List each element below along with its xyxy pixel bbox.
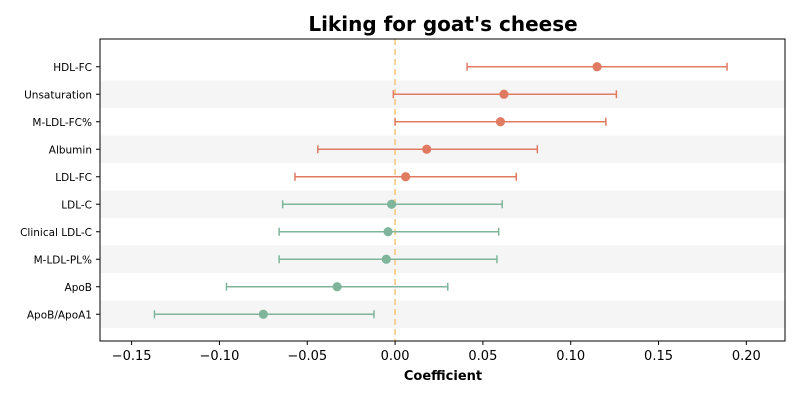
y-tick-label: Clinical LDL-C <box>20 227 92 239</box>
x-tick-label: 0.15 <box>644 349 673 364</box>
ci-marks <box>153 62 728 319</box>
y-tick-label: LDL-FC <box>55 172 92 184</box>
y-tick-label: Albumin <box>49 144 92 156</box>
y-tick-label: LDL-C <box>61 199 92 211</box>
point-estimate <box>495 117 506 127</box>
x-tick-label: −0.10 <box>200 349 240 364</box>
y-tick-label: HDL-FC <box>53 62 92 74</box>
point-estimate <box>499 89 509 99</box>
y-tick-label: M-LDL-FC% <box>32 117 92 129</box>
x-tick-label: −0.05 <box>287 349 327 364</box>
point-estimate <box>422 144 432 154</box>
x-tick-label: 0.20 <box>732 349 761 364</box>
point-estimate <box>383 227 393 237</box>
y-axis: HDL-FC Unsaturation M-LDL-FC% Albumin LDL-FC… <box>20 62 100 321</box>
y-tick-label: ApoB <box>65 282 92 294</box>
x-tick-label: −0.15 <box>112 349 152 364</box>
x-tick-label: 0.10 <box>556 349 585 364</box>
point-estimate <box>258 309 268 319</box>
x-axis-label: Coefficient <box>404 369 482 384</box>
y-tick-label: ApoB/ApoA1 <box>27 309 92 321</box>
y-tick-label: Unsaturation <box>24 89 92 101</box>
plot-frame <box>99 38 786 342</box>
point-estimate <box>592 62 602 72</box>
x-tick-label: 0.05 <box>468 349 497 364</box>
x-tick-label: 0.00 <box>381 349 410 364</box>
point-estimate <box>401 172 411 182</box>
chart-title: Liking for goat's cheese <box>308 12 577 36</box>
point-estimate <box>386 199 397 209</box>
point-estimate <box>381 254 391 264</box>
y-tick-label: M-LDL-PL% <box>34 254 92 266</box>
point-estimate <box>332 282 342 292</box>
x-axis: −0.15 −0.10 −0.05 0.00 0.05 0.10 0.15 0.20 <box>112 341 761 364</box>
